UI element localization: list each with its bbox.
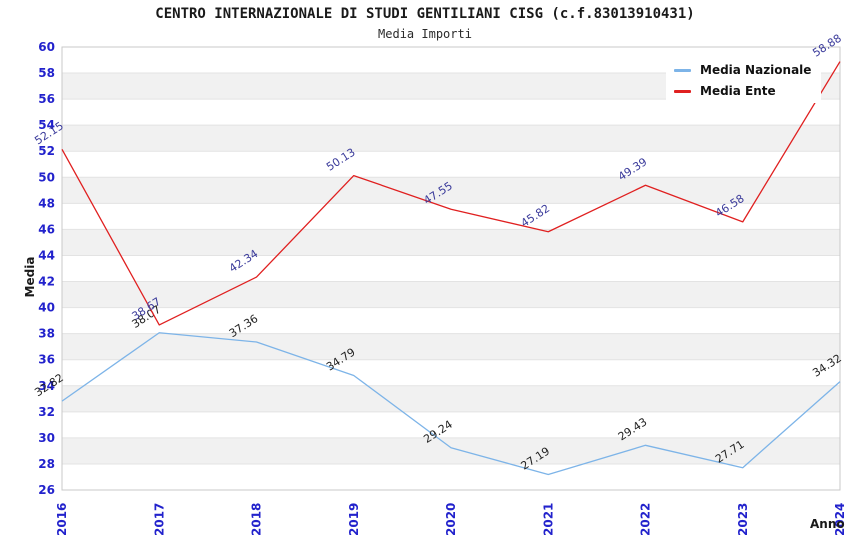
- x-tick-label: 2020: [444, 503, 458, 536]
- x-tick-label: 2016: [55, 503, 69, 536]
- grid-band: [62, 281, 840, 308]
- y-tick-label: 60: [38, 40, 55, 54]
- plot-border: [61, 46, 841, 491]
- x-tick-label: 2018: [250, 503, 264, 536]
- data-point-label: 32.82: [32, 371, 65, 399]
- legend-item-media-ente: Media Ente: [674, 84, 811, 98]
- y-tick-label: 34: [38, 379, 55, 393]
- grid-band: [62, 333, 840, 360]
- x-tick-label: 2022: [639, 503, 653, 536]
- y-tick-label: 42: [38, 275, 55, 289]
- y-tick-label: 32: [38, 405, 55, 419]
- y-tick-label: 26: [38, 483, 55, 497]
- y-tick-label: 52: [38, 144, 55, 158]
- grid-band: [62, 385, 840, 412]
- legend-item-media-nazionale: Media Nazionale: [674, 63, 811, 77]
- grid-band: [62, 125, 840, 152]
- legend: Media Nazionale Media Ente: [666, 58, 822, 103]
- media-nazionale-line: [61, 332, 841, 476]
- y-tick-label: 50: [38, 170, 55, 184]
- y-tick-label: 58: [38, 66, 55, 80]
- y-tick-label: 44: [38, 248, 55, 262]
- chart-subtitle: Media Importi: [378, 27, 472, 41]
- media-nazionale-line-swatch: [674, 68, 691, 72]
- y-tick-label: 54: [38, 118, 55, 132]
- legend-label-media-nazionale: Media Nazionale: [700, 63, 812, 77]
- legend-label-media-ente: Media Ente: [700, 84, 776, 98]
- media-ente-line: [61, 61, 841, 326]
- data-point-label: 58.88: [810, 32, 843, 60]
- y-tick-label: 40: [38, 301, 55, 315]
- grid-band: [62, 229, 840, 256]
- x-tick-label: 2019: [347, 503, 361, 536]
- y-tick-label: 30: [38, 431, 55, 445]
- media-ente-line-swatch: [674, 89, 691, 93]
- x-tick-label: 2021: [541, 503, 555, 536]
- x-tick-label: 2024: [833, 503, 847, 536]
- y-tick-label: 56: [38, 92, 55, 106]
- x-tick-label: 2023: [736, 503, 750, 536]
- y-tick-label: 38: [38, 327, 55, 341]
- y-tick-label: 48: [38, 196, 55, 210]
- chart-title: CENTRO INTERNAZIONALE DI STUDI GENTILIAN…: [155, 6, 695, 22]
- y-axis-title: Media: [23, 256, 37, 298]
- y-tick-label: 46: [38, 222, 55, 236]
- x-tick-label: 2017: [152, 503, 166, 536]
- x-axis-title: Anno: [810, 517, 845, 531]
- data-point-label: 45.82: [519, 202, 552, 230]
- grid-band: [62, 177, 840, 204]
- y-tick-label: 36: [38, 353, 55, 367]
- y-tick-label: 28: [38, 457, 55, 471]
